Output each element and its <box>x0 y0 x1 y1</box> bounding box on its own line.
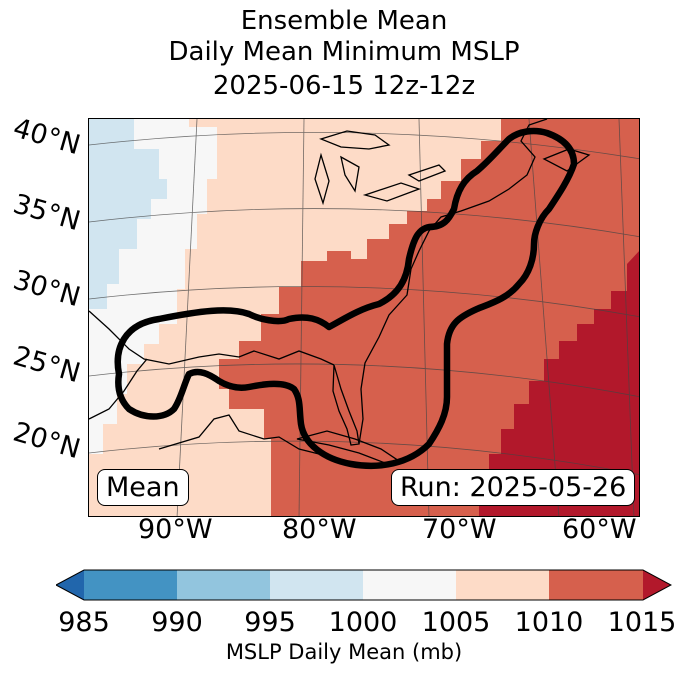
probability-contour <box>114 127 578 470</box>
lat-label-40n: 40°N <box>9 112 84 162</box>
lon-label-90w: 90°W <box>138 514 213 545</box>
lon-label-70w: 70°W <box>422 514 497 545</box>
colorbar-label: MSLP Daily Mean (mb) <box>225 640 463 664</box>
title-line-2: Daily Mean Minimum MSLP <box>168 37 520 67</box>
colorbar-tick-985: 985 <box>58 607 110 638</box>
colorbar-segment-1000 <box>363 570 456 600</box>
colorbar-outline <box>56 569 672 601</box>
lat-label-20n: 20°N <box>9 416 84 466</box>
map-canvas <box>89 119 639 516</box>
lat-label-35n: 35°N <box>9 188 84 238</box>
colorbar-segment-1005 <box>456 570 549 600</box>
colorbar-tick-1015: 1015 <box>607 607 677 638</box>
run-label-box: Run: 2025-05-26 <box>391 469 636 506</box>
lat-label-25n: 25°N <box>9 340 84 390</box>
colorbar-tick-1000: 1000 <box>328 607 398 638</box>
colorbar-segment-985 <box>84 570 177 600</box>
pressure-map: Mean Run: 2025-05-26 <box>88 118 640 517</box>
title-line-1: Ensemble Mean <box>240 6 448 36</box>
colorbar-tick-995: 995 <box>244 607 296 638</box>
lon-label-60w: 60°W <box>562 514 637 545</box>
colorbar-tick-1010: 1010 <box>514 607 584 638</box>
colorbar-extend-high <box>643 570 671 600</box>
pressure-zone-1015 <box>479 251 639 516</box>
colorbar-segment-990 <box>177 570 270 600</box>
colorbar <box>56 569 672 601</box>
mean-label-box: Mean <box>97 469 189 506</box>
lat-label-30n: 30°N <box>9 264 84 314</box>
colorbar-segment-995 <box>270 570 363 600</box>
colorbar-tick-990: 990 <box>151 607 203 638</box>
colorbar-segment-1010 <box>549 570 643 600</box>
title-line-3: 2025-06-15 12z-12z <box>212 71 476 101</box>
lon-label-80w: 80°W <box>282 514 357 545</box>
colorbar-tick-1005: 1005 <box>421 607 491 638</box>
colorbar-extend-low <box>56 570 84 600</box>
pressure-zone-995 <box>89 119 167 309</box>
